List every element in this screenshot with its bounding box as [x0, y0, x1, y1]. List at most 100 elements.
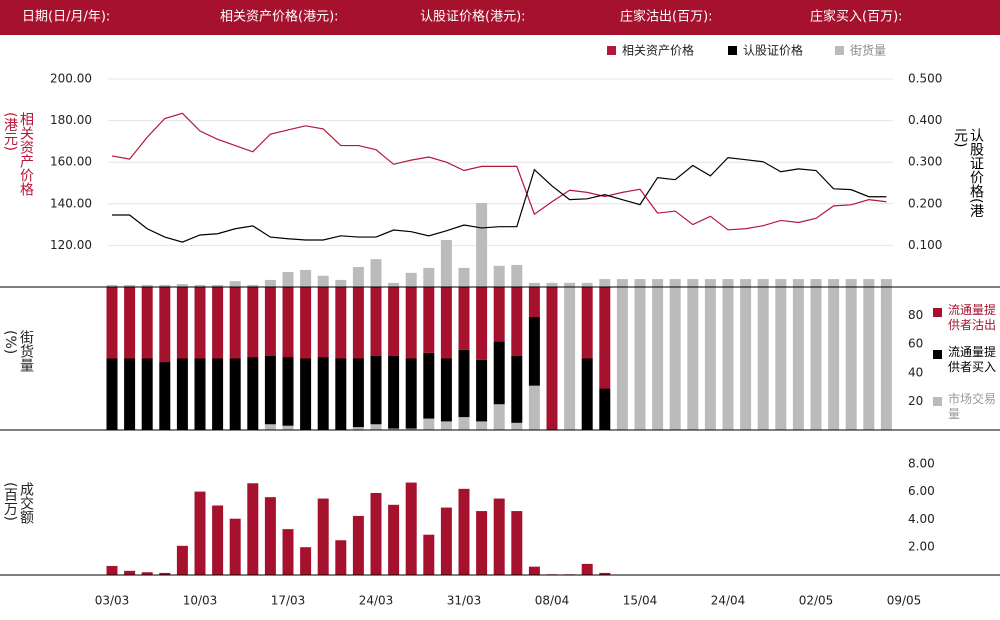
stock-bar [282, 272, 294, 287]
stacked-bar [141, 287, 153, 359]
stock-bar [599, 279, 611, 287]
stacked-bar [423, 287, 435, 353]
stock-bar [440, 239, 452, 287]
x-tick-label: 02/05 [799, 594, 834, 608]
stock-bar [687, 279, 699, 287]
y-tick-label: 180.00 [50, 113, 92, 127]
stacked-bar [264, 424, 276, 430]
turnover-bar [106, 565, 118, 575]
stacked-bar [581, 287, 593, 359]
stacked-bar [880, 287, 892, 430]
stock-bar [704, 279, 716, 287]
turnover-bar [528, 566, 540, 575]
stacked-bar [669, 287, 681, 430]
y-axis-title: 成交额(百万) [2, 482, 34, 524]
stacked-bar [845, 287, 857, 430]
header-label: 认股证价格(港元): [420, 9, 526, 25]
stacked-bar [863, 287, 875, 430]
stacked-bar [476, 359, 488, 422]
stacked-bar [476, 421, 488, 430]
stacked-bar [792, 287, 804, 430]
legend-swatch [933, 308, 942, 317]
stock-bar [247, 284, 259, 287]
stock-bar [458, 267, 470, 287]
stacked-bar [775, 287, 787, 430]
stock-bar [370, 259, 382, 287]
header-label: 日期(日/月/年): [22, 10, 110, 25]
turnover-bar [352, 515, 364, 575]
y-tick-label: 8.00 [908, 456, 935, 470]
x-tick-label: 10/03 [183, 594, 218, 608]
stacked-bar [405, 287, 417, 359]
stacked-bar [440, 358, 452, 422]
x-tick-label: 09/05 [887, 594, 922, 608]
stacked-bar [458, 417, 470, 430]
stacked-bar [511, 355, 523, 423]
turnover-bar [300, 547, 312, 575]
y-tick-label: 20 [908, 394, 923, 408]
y2-axis-title: 认股证价格(港元) [952, 128, 984, 218]
stacked-bar [493, 341, 505, 405]
stock-bar [229, 281, 241, 287]
turnover-bar [405, 482, 417, 575]
stacked-bar [616, 287, 628, 430]
stock-bar [740, 279, 752, 287]
stacked-bar [388, 355, 400, 429]
y-tick-label: 200.00 [50, 72, 92, 86]
turnover-bar [511, 511, 523, 575]
legend-label: 流通量提供者买入 [948, 345, 997, 374]
stacked-bar [141, 358, 153, 430]
stock-bar [616, 279, 628, 287]
stacked-bar [740, 287, 752, 430]
turnover-bar [493, 498, 505, 575]
legend-swatch [607, 46, 616, 55]
turnover-bar [423, 534, 435, 575]
y-tick-label: 120.00 [50, 238, 92, 252]
turnover-bar [247, 483, 259, 575]
x-tick-label: 15/04 [623, 594, 658, 608]
stacked-bar [124, 358, 136, 430]
stock-bar [863, 279, 875, 287]
stacked-bar [546, 287, 558, 430]
stock-bar [652, 279, 664, 287]
turnover-bar [159, 572, 171, 575]
x-tick-label: 31/03 [447, 594, 482, 608]
stacked-bar [722, 287, 734, 430]
y2-tick-label: 0.500 [908, 72, 942, 86]
y-axis-title: 街货量(%) [2, 330, 34, 372]
stacked-bar [528, 385, 540, 430]
y-tick-label: 40 [908, 365, 923, 379]
stacked-bar [352, 427, 364, 430]
turnover-bar [229, 518, 241, 575]
turnover-bar [581, 563, 593, 575]
y2-tick-label: 0.300 [908, 155, 942, 169]
stock-bar [845, 279, 857, 287]
stacked-bar [247, 287, 259, 358]
stacked-bar [352, 358, 364, 428]
x-tick-label: 24/04 [711, 594, 746, 608]
stacked-bar [370, 355, 382, 425]
stacked-bar [757, 287, 769, 430]
stock-bar [792, 279, 804, 287]
stacked-bar [370, 424, 382, 430]
stacked-bar [564, 287, 576, 430]
stacked-bar [405, 428, 417, 430]
stacked-bar [528, 317, 540, 386]
stacked-bar [423, 352, 435, 419]
stock-bar [335, 279, 347, 287]
y2-tick-label: 0.400 [908, 113, 942, 127]
stacked-bar [335, 358, 347, 430]
stacked-bar [282, 425, 294, 430]
stacked-bar [599, 388, 611, 430]
header-bar [0, 0, 1000, 35]
stacked-bar [300, 287, 312, 359]
stacked-bar [194, 287, 206, 359]
stacked-bar [388, 428, 400, 430]
stacked-bar [159, 287, 171, 363]
legend-label: 街货量 [850, 43, 886, 58]
stacked-bar [581, 358, 593, 430]
stock-bar [212, 284, 224, 287]
turnover-bar [476, 511, 488, 575]
stacked-bar [828, 287, 840, 430]
stacked-bar [212, 358, 224, 430]
